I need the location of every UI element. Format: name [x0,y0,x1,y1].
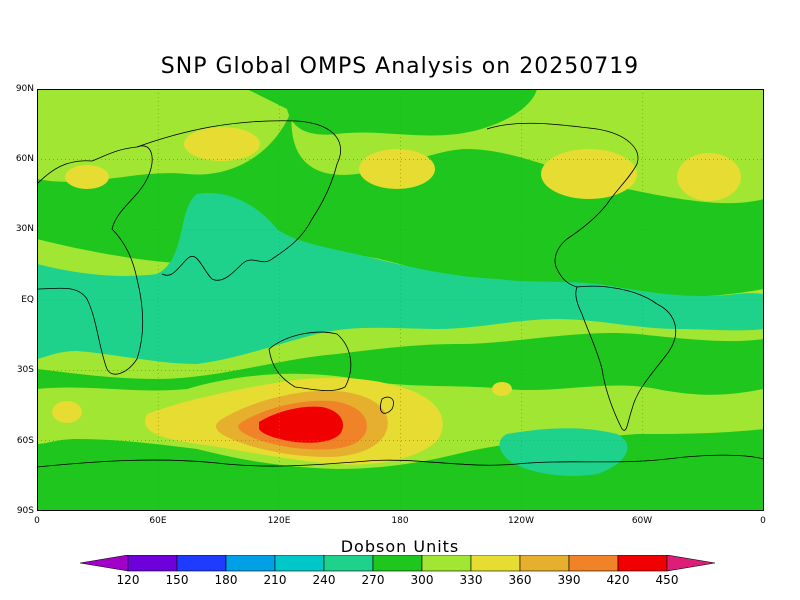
ozone-band-270 [37,193,764,476]
colorbar-label: 420 [606,573,630,587]
colorbar-cell [372,555,423,572]
colorbar-label: 330 [459,573,483,587]
y-tick-label: 60N [15,154,34,164]
ozone-band-450 [259,406,343,443]
x-tick-label: 60E [149,516,167,526]
colorbar-cell [519,555,570,572]
colorbar-label: 360 [508,573,532,587]
y-tick-label: 30S [16,365,34,375]
colorbar-cell [127,555,178,572]
colorbar-cell [323,555,374,572]
colorbar-label: 210 [263,573,287,587]
colorbar-label: 270 [361,573,385,587]
colorbar-label: 390 [557,573,581,587]
colorbar-cell [421,555,472,572]
x-tick-label: 0 [34,516,40,526]
colorbar-cell [617,555,668,572]
colorbar-label: 150 [165,573,189,587]
colorbar-label: 450 [655,573,679,587]
colorbar-cell [470,555,521,572]
colorbar-label: 120 [116,573,140,587]
map-title: SNP Global OMPS Analysis on 20250719 [160,54,640,79]
colorbar-title: Dobson Units [340,537,460,556]
colorbar-high-arrow [666,555,716,572]
colorbar-label: 300 [410,573,434,587]
colorbar-cell [568,555,619,572]
y-tick-label: 30N [15,224,34,234]
y-tick-label: 90S [16,506,34,516]
colorbar-cell [225,555,276,572]
colorbar-label: 180 [214,573,238,587]
x-tick-label: 60W [631,516,653,526]
x-tick-label: 180 [391,516,409,526]
y-tick-label: 90N [15,84,34,94]
ozone-map [37,89,764,511]
coastlines [37,120,764,468]
ozone-map-canvas [37,89,764,511]
x-tick-label: 120W [507,516,535,526]
x-tick-label: 0 [760,516,766,526]
colorbar-cell [176,555,227,572]
y-tick-label: EQ [21,295,34,305]
colorbar-cell [274,555,325,572]
colorbar-label: 240 [312,573,336,587]
x-tick-label: 120E [267,516,291,526]
colorbar [80,555,716,572]
colorbar-low-arrow [80,555,129,572]
y-tick-label: 60S [16,436,34,446]
